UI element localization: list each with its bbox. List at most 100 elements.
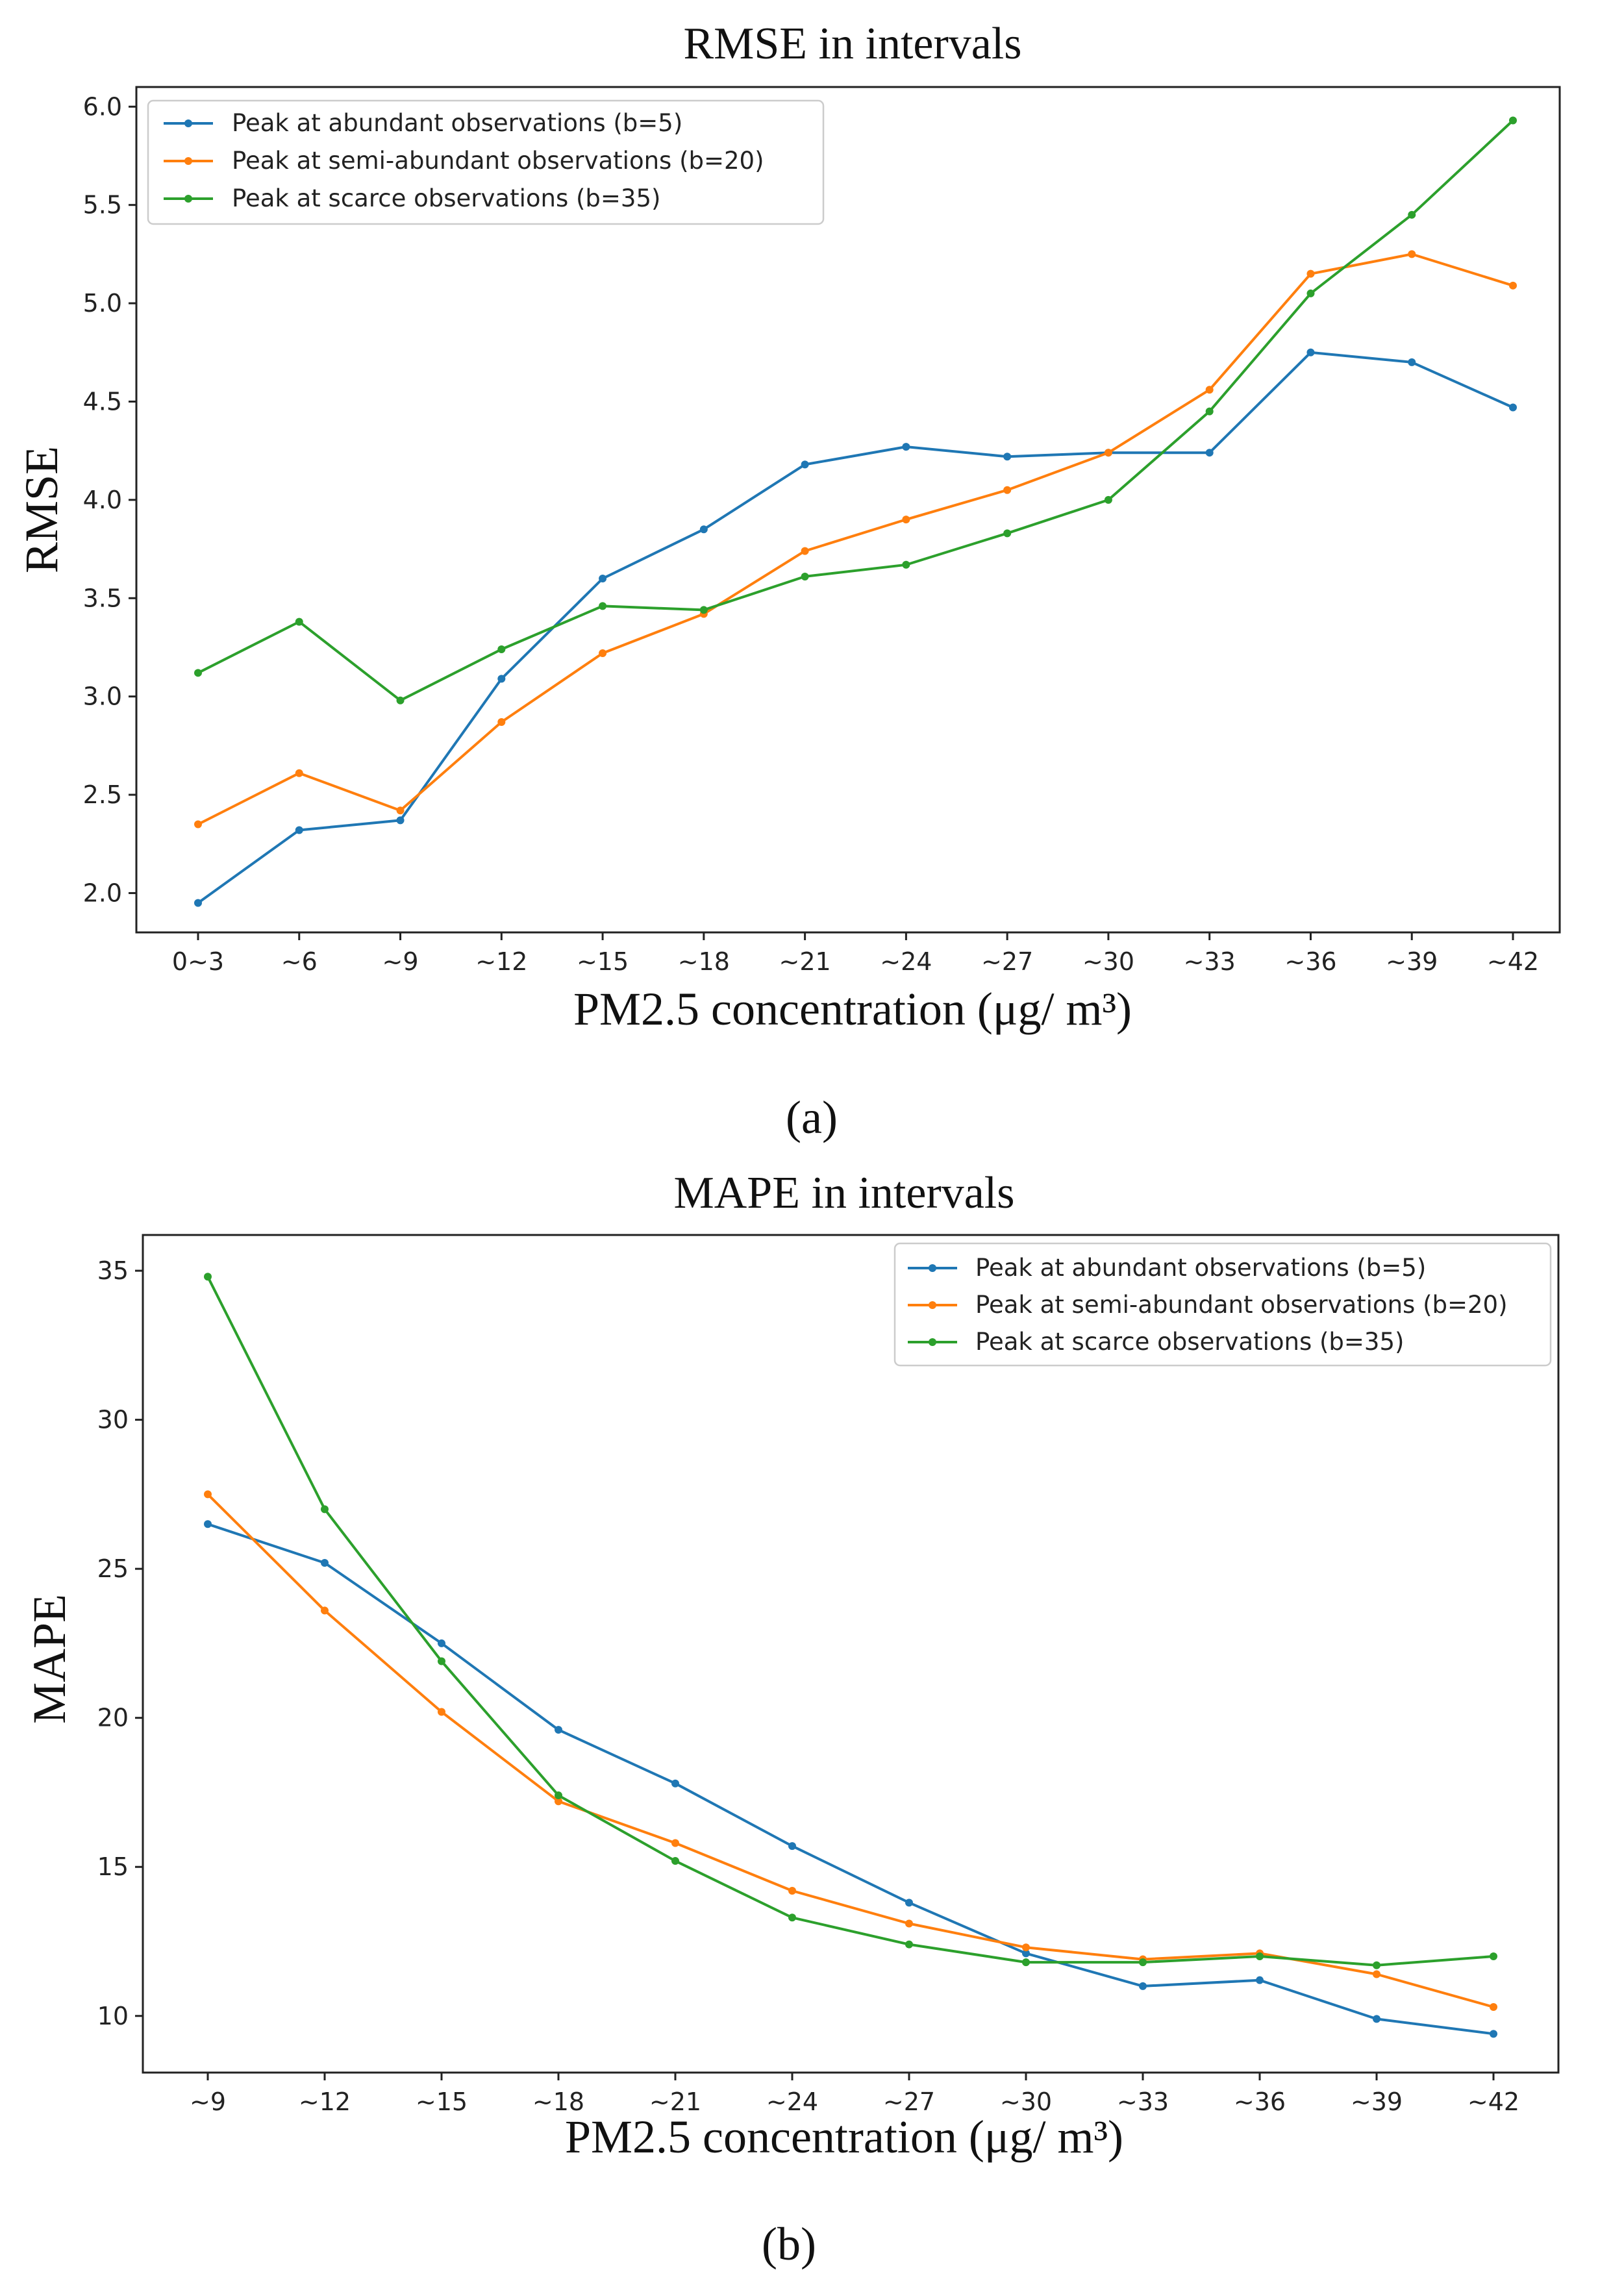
rmse-series-2-point — [599, 649, 607, 658]
mape-series-3-point — [438, 1657, 445, 1665]
mape-y-axis-title: MAPE — [23, 1594, 75, 1724]
rmse-series-3-point — [396, 696, 405, 704]
mape-y-tick-label: 30 — [97, 1406, 129, 1434]
mape-series-3-point — [321, 1505, 329, 1514]
mape-x-tick-label: ~36 — [1234, 2088, 1286, 2116]
rmse-legend-swatch-marker — [184, 119, 192, 127]
rmse-y-tick-label: 2.0 — [83, 879, 122, 907]
mape-legend-label-2: Peak at semi-abundant observations (b=20… — [975, 1291, 1508, 1319]
mape-series-3-point — [555, 1791, 562, 1800]
rmse-series-2-point — [1509, 281, 1517, 290]
mape-series-2-point — [1490, 2003, 1497, 2012]
rmse-series-2-point — [396, 806, 405, 815]
rmse-series-3-point — [1104, 495, 1112, 504]
mape-x-tick-label: ~21 — [649, 2088, 701, 2116]
mape-x-tick-label: ~12 — [299, 2088, 351, 2116]
mape-x-tick-label: ~42 — [1468, 2088, 1519, 2116]
rmse-legend-box — [147, 99, 825, 225]
mape-legend: Peak at abundant observations (b=5) Peak… — [893, 1242, 1552, 1367]
rmse-y-tick-label: 2.5 — [83, 780, 122, 809]
rmse-legend-entry-2: Peak at semi-abundant observations (b=20… — [164, 147, 764, 175]
rmse-series-line-2 — [197, 253, 1514, 826]
rmse-plot-frame — [135, 86, 1561, 934]
rmse-series-2-point — [801, 547, 809, 555]
mape-series-2-point — [905, 1919, 913, 1928]
mape-legend-entry-1: Peak at abundant observations (b=5) — [908, 1254, 1426, 1282]
rmse-series-1-point — [1509, 403, 1517, 412]
rmse-series-2-point — [194, 820, 202, 829]
mape-series-line-1 — [207, 1523, 1494, 2036]
mape-x-tick-label: ~33 — [1117, 2088, 1169, 2116]
rmse-x-tick-label: ~39 — [1386, 947, 1438, 976]
rmse-series-3-point — [295, 617, 303, 626]
rmse-chart: RMSE in intervals 2.0 2.5 3.0 3.5 4.0 4.5 5.0 5… — [16, 19, 1561, 1143]
mape-series-1-point — [671, 1779, 679, 1788]
rmse-x-axis-title: PM2.5 concentration (μg/ m³) — [573, 983, 1132, 1035]
mape-legend-label-3: Peak at scarce observations (b=35) — [975, 1328, 1404, 1356]
rmse-series-line-1 — [197, 351, 1514, 904]
mape-x-tick-label: ~30 — [1000, 2088, 1052, 2116]
mape-series-1-point — [905, 1899, 913, 1907]
rmse-series-1-point — [194, 899, 202, 907]
mape-legend-label-1: Peak at abundant observations (b=5) — [975, 1254, 1426, 1282]
mape-series-3-point — [1139, 1958, 1147, 1967]
rmse-y-tick-label: 6.0 — [83, 92, 122, 121]
rmse-y-axis-title: RMSE — [16, 446, 68, 573]
mape-series-2-point — [204, 1490, 212, 1499]
rmse-y-tick-label: 4.5 — [83, 387, 122, 416]
rmse-series-2-point — [295, 769, 303, 777]
rmse-x-tick-label: ~27 — [981, 947, 1033, 976]
rmse-series-3-point — [497, 645, 506, 653]
mape-x-axis-title: PM2.5 concentration (μg/ m³) — [565, 2111, 1123, 2163]
rmse-x-tick-label: ~30 — [1082, 947, 1134, 976]
rmse-x-tick-label: ~18 — [678, 947, 730, 976]
mape-series-3-point — [1022, 1958, 1030, 1967]
mape-x-tick-label: ~24 — [766, 2088, 818, 2116]
mape-series-line-3 — [206, 1276, 1494, 1967]
mape-x-tick-label: ~27 — [883, 2088, 935, 2116]
rmse-y-tick-label: 4.0 — [83, 486, 122, 514]
mape-legend-entry-3: Peak at scarce observations (b=35) — [908, 1328, 1404, 1356]
mape-legend-swatch-marker — [929, 1264, 936, 1272]
mape-plot-frame — [142, 1234, 1560, 2074]
rmse-x-tick-label: ~9 — [382, 947, 419, 976]
mape-x-tick-label: ~15 — [416, 2088, 468, 2116]
mape-series-3-point — [905, 1940, 913, 1949]
rmse-series-1-point — [902, 443, 910, 451]
rmse-series-1-point — [1408, 358, 1416, 366]
rmse-series-3-point — [1509, 116, 1517, 125]
rmse-series-1-point — [1306, 348, 1315, 356]
rmse-x-tick-label: ~42 — [1487, 947, 1539, 976]
rmse-series-3-point — [599, 602, 607, 610]
rmse-x-tick-label: ~21 — [779, 947, 831, 976]
rmse-series-3-point — [194, 669, 202, 677]
mape-series-1-point — [204, 1520, 212, 1528]
rmse-x-tick-label: ~12 — [475, 947, 527, 976]
mape-series-1-point — [321, 1558, 329, 1567]
mape-x-tick-label: ~9 — [190, 2088, 226, 2116]
mape-series-2-point — [788, 1886, 796, 1895]
rmse-legend-swatch-marker — [184, 195, 192, 203]
mape-series-3-point — [204, 1273, 212, 1281]
mape-series-1-point — [1373, 2015, 1380, 2023]
mape-legend-swatch-marker — [929, 1338, 936, 1346]
rmse-series-2-point — [1104, 449, 1112, 457]
mape-y-tick-label: 15 — [97, 1852, 129, 1881]
rmse-x-tick-label: ~36 — [1284, 947, 1336, 976]
rmse-series-2-point — [1306, 269, 1315, 278]
rmse-series-2-point — [1003, 486, 1012, 494]
rmse-x-tick-label: ~15 — [577, 947, 629, 976]
rmse-x-tick-label: ~6 — [281, 947, 318, 976]
rmse-series-1-point — [699, 525, 708, 534]
mape-series-1-point — [1139, 1982, 1147, 1990]
rmse-series-1-point — [396, 816, 405, 825]
rmse-legend-entry-1: Peak at abundant observations (b=5) — [164, 109, 682, 137]
mape-series-3-point — [1490, 1952, 1497, 1960]
rmse-y-tick-label: 3.0 — [83, 682, 122, 711]
mape-series-3-point — [1256, 1952, 1264, 1960]
mape-series-2-point — [1022, 1943, 1030, 1952]
mape-legend-entry-2: Peak at semi-abundant observations (b=20… — [908, 1291, 1508, 1319]
rmse-series-1-point — [1003, 453, 1012, 461]
rmse-y-tick-label: 5.5 — [83, 191, 122, 219]
mape-chart-title: MAPE in intervals — [674, 1168, 1015, 1218]
